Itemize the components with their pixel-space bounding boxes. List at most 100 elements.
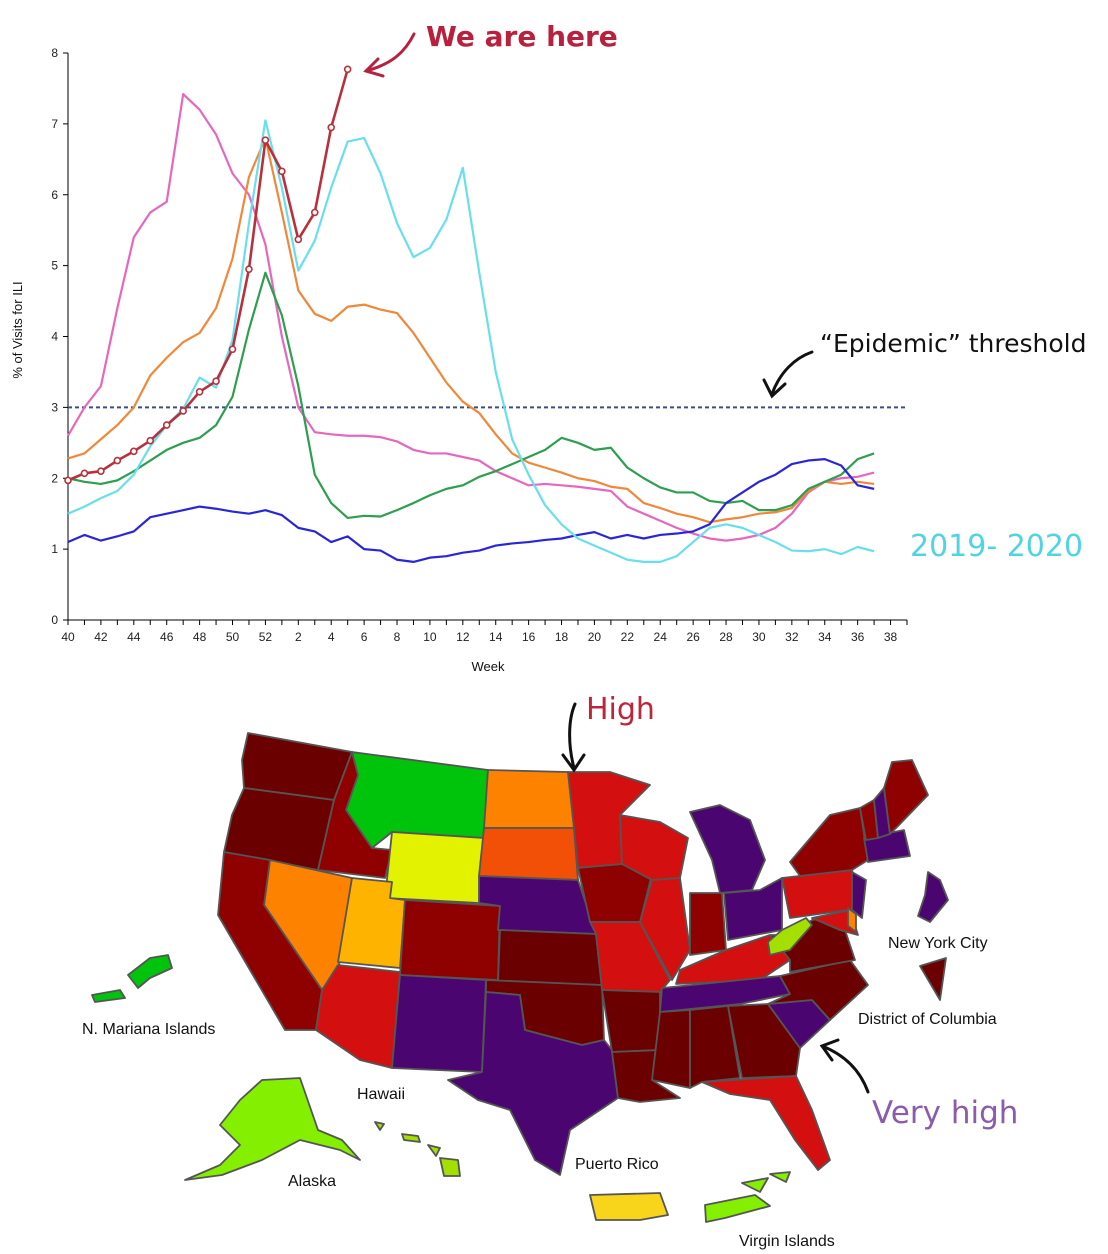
dc-inset[interactable] (919, 957, 947, 1001)
epidemic-threshold-annotation: “Epidemic” threshold (820, 329, 1087, 358)
x-tick-label: 48 (193, 630, 207, 644)
high-annotation: High (586, 692, 655, 727)
x-tick-label: 32 (785, 630, 799, 644)
x-tick-label: 38 (884, 630, 898, 644)
data-point-current-season (310, 208, 319, 217)
x-tick-label: 18 (555, 630, 569, 644)
series-line-2019-2020 (67, 119, 875, 563)
season-2019-2020-label: 2019- 2020 (910, 529, 1083, 564)
series-line-orange-season (67, 136, 875, 524)
y-tick-label: 7 (51, 117, 58, 131)
series-line-green-season (67, 271, 875, 520)
state-new-york[interactable] (789, 807, 869, 877)
state-florida[interactable] (701, 1075, 831, 1171)
n-mariana-islands-label: N. Mariana Islands (82, 1021, 215, 1038)
puerto-rico[interactable] (589, 1192, 669, 1221)
y-tick-label: 2 (51, 471, 58, 485)
n-mariana-islands[interactable] (91, 954, 173, 1003)
state-maryland-delaware[interactable] (811, 909, 859, 936)
data-point-current-season (146, 436, 155, 445)
x-tick-label: 44 (127, 630, 141, 644)
x-tick-label: 10 (423, 630, 437, 644)
y-tick-label: 0 (51, 613, 58, 627)
hawaii[interactable] (374, 1121, 461, 1177)
state-new-mexico[interactable] (391, 974, 487, 1073)
state-arkansas[interactable] (601, 989, 661, 1053)
x-tick-label: 16 (522, 630, 536, 644)
y-axis: 0 1 2 3 4 5 6 7 8 (51, 46, 69, 627)
x-axis: 40 42 44 46 48 50 52 2 4 6 8 10 12 14 16 18 20 22 24 26 28 30… (61, 619, 908, 644)
we-are-here-annotation: We are here (426, 20, 618, 53)
state-north-dakota[interactable] (483, 769, 575, 829)
series-group (64, 65, 875, 563)
nyc-label: New York City (888, 935, 988, 952)
state-delaware[interactable] (847, 907, 857, 933)
data-point-current-season (97, 467, 105, 475)
x-tick-label: 2 (295, 630, 302, 644)
data-point-current-season (162, 421, 171, 429)
data-point-current-season (245, 265, 253, 273)
x-tick-label: 26 (686, 630, 700, 644)
data-point-current-season (261, 136, 270, 144)
y-tick-label: 4 (51, 330, 58, 344)
state-georgia[interactable] (727, 1003, 801, 1079)
x-tick-label: 14 (489, 630, 503, 644)
x-tick-label: 12 (456, 630, 470, 644)
y-tick-label: 3 (51, 400, 58, 414)
state-west-virginia[interactable] (767, 917, 813, 956)
data-point-current-season (80, 469, 89, 478)
x-tick-label: 46 (160, 630, 174, 644)
state-indiana[interactable] (689, 892, 727, 956)
data-point-current-season (195, 387, 204, 396)
we-are-here-arrow-icon (363, 32, 416, 78)
data-point-current-season (327, 123, 336, 132)
data-point-current-season (64, 476, 72, 485)
data-point-current-season (343, 65, 352, 74)
x-tick-label: 40 (61, 630, 75, 644)
x-tick-label: 50 (226, 630, 240, 644)
data-point-current-season (294, 235, 303, 244)
state-illinois[interactable] (639, 877, 691, 981)
virgin-islands[interactable] (704, 1171, 791, 1223)
virgin-islands-label: Virgin Islands (739, 1233, 835, 1250)
y-tick-label: 1 (51, 542, 58, 556)
data-point-current-season (179, 407, 187, 415)
state-arizona[interactable] (315, 964, 401, 1069)
puerto-rico-label: Puerto Rico (575, 1156, 659, 1173)
state-michigan[interactable] (689, 804, 766, 894)
x-tick-label: 36 (851, 630, 865, 644)
state-colorado[interactable] (399, 899, 501, 981)
series-line-blue-season (67, 458, 875, 563)
very-high-annotation: Very high (872, 1095, 1018, 1131)
dc-label: District of Columbia (858, 1011, 997, 1028)
nyc-inset[interactable] (917, 871, 949, 923)
alaska[interactable] (184, 1077, 361, 1181)
y-tick-label: 6 (51, 188, 58, 202)
hawaii-label: Hawaii (357, 1086, 405, 1103)
state-texas[interactable] (447, 991, 619, 1176)
state-nebraska[interactable] (478, 875, 597, 935)
state-kansas[interactable] (497, 929, 603, 986)
y-tick-label: 8 (51, 46, 58, 60)
x-tick-label: 20 (588, 630, 602, 644)
alaska-label: Alaska (288, 1173, 336, 1190)
data-point-current-season (130, 447, 138, 456)
data-point-current-season (228, 345, 237, 354)
state-new-jersey[interactable] (851, 871, 867, 919)
threshold-arrow-icon (762, 350, 814, 399)
x-axis-title: Week (472, 659, 505, 674)
x-tick-label: 42 (94, 630, 108, 644)
state-south-dakota[interactable] (478, 827, 579, 881)
state-ohio[interactable] (723, 877, 783, 941)
x-tick-label: 8 (394, 630, 401, 644)
x-tick-label: 28 (719, 630, 733, 644)
x-tick-label: 52 (259, 630, 273, 644)
x-tick-label: 34 (818, 630, 832, 644)
x-tick-label: 4 (328, 630, 335, 644)
state-north-carolina[interactable] (767, 959, 869, 1021)
state-maine[interactable] (883, 759, 929, 835)
state-wyoming[interactable] (384, 831, 485, 904)
flu-activity-map: N. Mariana Islands Alaska Hawaii Puerto … (82, 692, 1018, 1250)
x-tick-label: 22 (621, 630, 635, 644)
